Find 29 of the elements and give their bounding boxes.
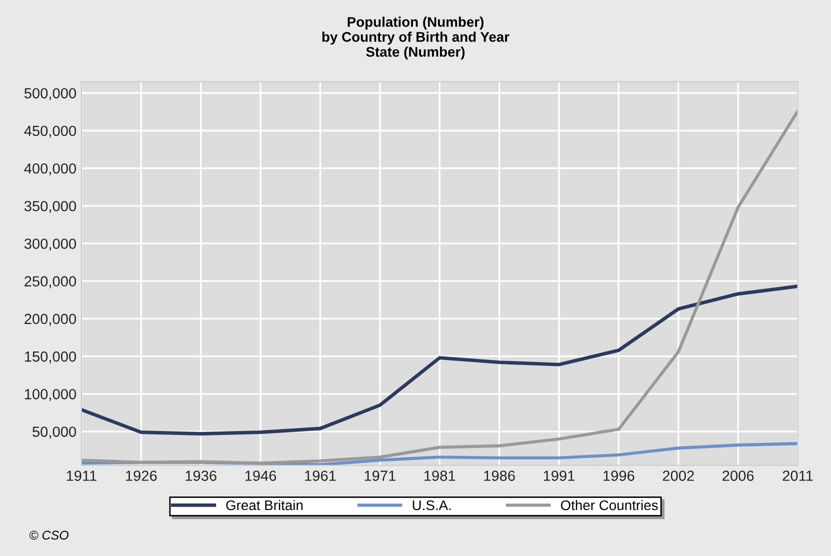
y-tick-label: 450,000 xyxy=(24,126,76,138)
text: © CSO xyxy=(29,530,69,540)
x-tick-label: 1961 xyxy=(305,470,336,481)
x-tick-label: 1911 xyxy=(66,470,96,481)
x-tick-label: 2006 xyxy=(722,470,754,481)
x-tick-label: 1946 xyxy=(245,470,276,481)
legend-label: Great Britain xyxy=(226,500,303,510)
y-tick-label: 200,000 xyxy=(24,314,76,326)
y-tick-label: 50,000 xyxy=(32,426,76,439)
x-tick-label: 1996 xyxy=(604,470,634,481)
x-tick-label: 1991 xyxy=(544,470,574,481)
chart-title: Population (Number) by Country of Birth and Year State (Number) xyxy=(322,16,510,60)
y-tick-label: 350,000 xyxy=(24,200,76,213)
y-tick-label: 100,000 xyxy=(24,389,76,402)
line-series xyxy=(81,284,798,436)
x-tick-label: 2002 xyxy=(662,470,694,481)
y-tick-label: 150,000 xyxy=(24,351,76,364)
y-tick-label: 400,000 xyxy=(24,163,76,176)
x-tick-label: 1926 xyxy=(126,470,157,481)
x-tick-label: 1971 xyxy=(364,470,396,481)
x-tick-label: 2011 xyxy=(782,470,813,481)
x-tick-label: 1981 xyxy=(424,470,456,481)
x-tick-label: 1986 xyxy=(484,470,515,481)
y-tick-label: 500,000 xyxy=(24,88,76,100)
y-tick-label: 250,000 xyxy=(24,276,76,288)
legend-label: U.S.A. xyxy=(412,500,451,510)
legend-label: Other Countries xyxy=(560,500,658,510)
y-tick-label: 300,000 xyxy=(24,238,76,251)
x-tick-label: 1936 xyxy=(186,470,216,481)
